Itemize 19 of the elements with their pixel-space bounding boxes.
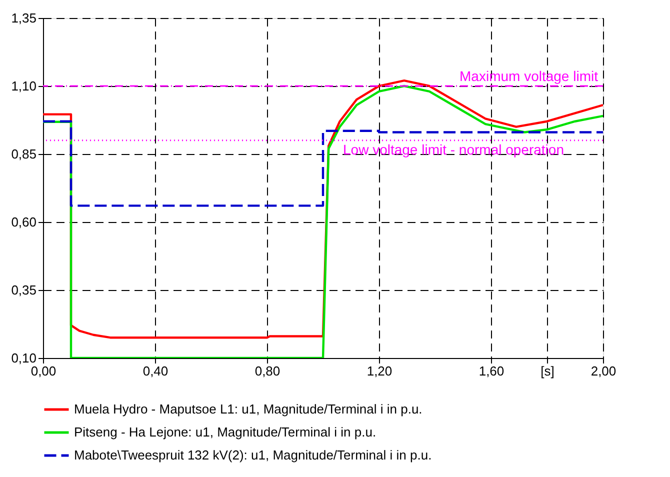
line-series (43, 120, 603, 207)
y-tick-label: 0,85 (11, 146, 36, 162)
legend-label: Muela Hydro - Maputsoe L1: u1, Magnitude/Terminal i in p.u. (74, 402, 422, 416)
y-tick-label: 1,35 (11, 10, 36, 26)
y-tick-label: 0,10 (11, 350, 36, 366)
ref-line-label: Low voltage limit - normal operation (343, 141, 564, 158)
x-tick-label: [s] (540, 364, 554, 378)
legend-label: Mabote\Tweespruit 132 kV(2): u1, Magnitude/Terminal i in p.u. (74, 448, 432, 462)
x-tick-label: 0,00 (30, 364, 56, 378)
x-tick-label: 0,40 (142, 364, 168, 378)
ref-line-label: Maximum voltage limit (460, 68, 598, 84)
y-tick-label: 1,10 (11, 78, 36, 94)
y-tick-label: 0,60 (11, 214, 36, 230)
y-tick-label: 0,35 (11, 282, 36, 298)
legend-label: Pitseng - Ha Lejone: u1, Magnitude/Terminal i in p.u. (74, 424, 376, 440)
x-tick-label: 0,80 (254, 364, 280, 378)
x-tick-label: 2,00 (590, 364, 616, 378)
x-tick-label: 1,20 (366, 364, 392, 378)
x-tick-label: 1,60 (478, 364, 504, 378)
